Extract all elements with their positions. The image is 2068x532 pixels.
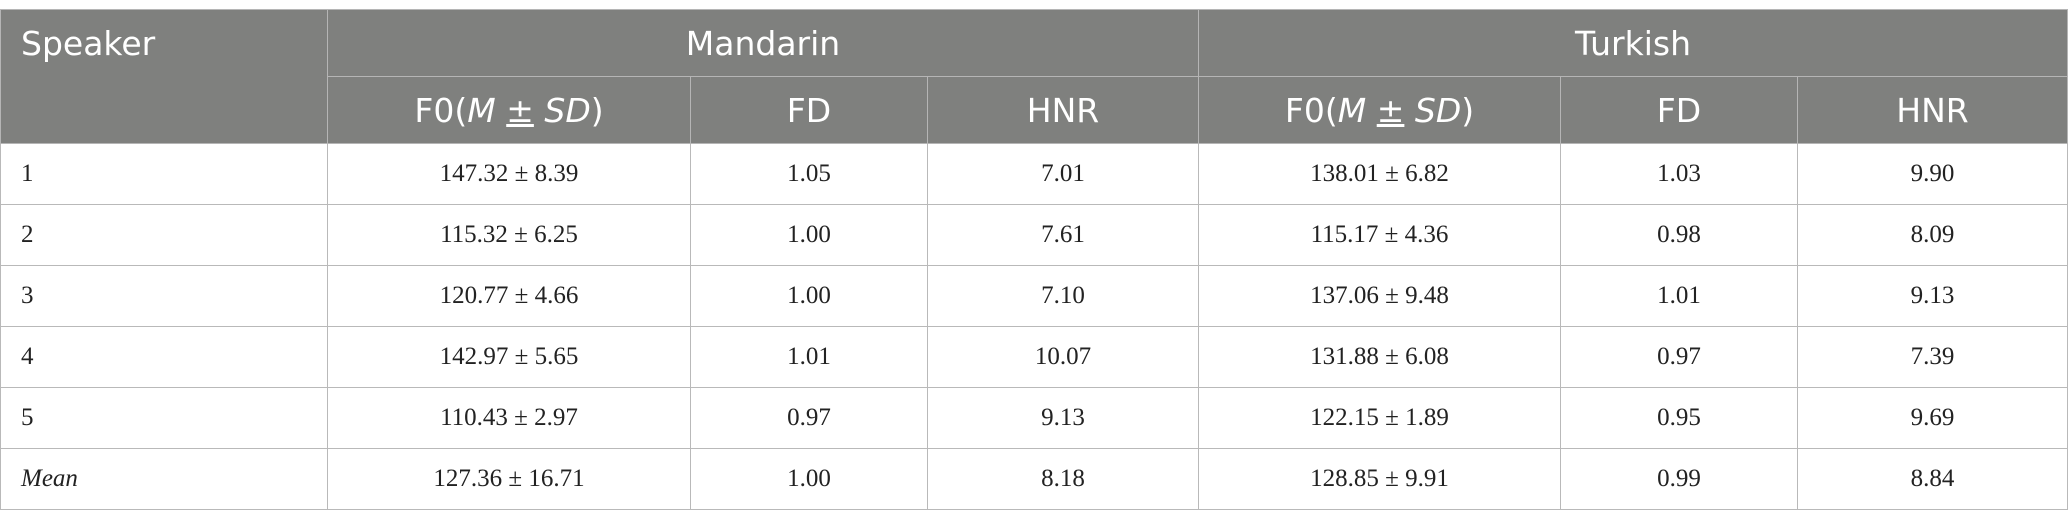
header-cell: Speaker bbox=[0, 9, 328, 144]
table-cell: 0.99 bbox=[1560, 448, 1798, 510]
table-cell: 127.36 ± 16.71 bbox=[327, 448, 691, 510]
header-text: M bbox=[467, 90, 496, 130]
table-cell: 1.00 bbox=[690, 265, 928, 327]
table-cell: 8.84 bbox=[1796, 448, 2068, 510]
table-cell: 120.77 ± 4.66 bbox=[327, 265, 691, 327]
header-text: ) bbox=[590, 90, 604, 130]
table-cell: 9.13 bbox=[1796, 265, 2068, 327]
column-header: FD bbox=[1560, 76, 1798, 144]
header-text: F0( bbox=[414, 90, 468, 130]
column-header: HNR bbox=[1796, 76, 2068, 144]
header-text: ± bbox=[1376, 90, 1405, 130]
table-cell: 7.39 bbox=[1796, 326, 2068, 388]
column-header: F0(M ± SD) bbox=[1198, 76, 1561, 144]
table-cell: 9.69 bbox=[1796, 387, 2068, 449]
table-cell: 1.00 bbox=[690, 448, 928, 510]
table-cell: 0.98 bbox=[1560, 204, 1798, 266]
table-row: 1 147.32 ± 8.39 1.05 7.01 138.01 ± 6.82 1.03 9… bbox=[0, 143, 2068, 205]
data-table: Speaker Mandarin Turkish F0(M ± SD) FD HNR F… bbox=[0, 9, 2068, 510]
table-cell: 128.85 ± 9.91 bbox=[1198, 448, 1561, 510]
table-cell: 115.32 ± 6.25 bbox=[327, 204, 691, 266]
column-header: F0(M ± SD) bbox=[327, 76, 691, 144]
table-cell: 115.17 ± 4.36 bbox=[1198, 204, 1561, 266]
group-header: Turkish bbox=[1197, 9, 2068, 77]
table-cell: 7.61 bbox=[927, 204, 1199, 266]
table-cell: 142.97 ± 5.65 bbox=[327, 326, 691, 388]
header-row: F0(M ± SD) FD HNR F0(M ± SD) FD HNR bbox=[1, 76, 2068, 144]
table-cell: 138.01 ± 6.82 bbox=[1198, 143, 1561, 205]
table-cell: 7.10 bbox=[927, 265, 1199, 327]
table-body: 1 147.32 ± 8.39 1.05 7.01 138.01 ± 6.82 1.03 9… bbox=[0, 143, 2068, 510]
table-cell: 122.15 ± 1.89 bbox=[1198, 387, 1561, 449]
table-cell: 1.03 bbox=[1560, 143, 1798, 205]
table-cell: 0.97 bbox=[1560, 326, 1798, 388]
table-cell: 10.07 bbox=[927, 326, 1199, 388]
column-header: HNR bbox=[927, 76, 1199, 144]
table-cell: 0.97 bbox=[690, 387, 928, 449]
header-row: Speaker Mandarin Turkish bbox=[0, 9, 2068, 144]
table-cell: 1 bbox=[0, 143, 328, 205]
table-cell: 110.43 ± 2.97 bbox=[327, 387, 691, 449]
table-cell: 4 bbox=[0, 326, 328, 388]
header-text: SD bbox=[544, 90, 591, 130]
table-cell: Mean bbox=[0, 448, 328, 510]
header-text: M bbox=[1337, 90, 1367, 130]
header-text: ) bbox=[1461, 90, 1475, 130]
header-text: SD bbox=[1414, 90, 1462, 130]
table-row: 3 120.77 ± 4.66 1.00 7.10 137.06 ± 9.48 1.01 9… bbox=[0, 265, 2068, 327]
table-row: 2 115.32 ± 6.25 1.00 7.61 115.17 ± 4.36 0.98 8… bbox=[0, 204, 2068, 266]
table-cell: 147.32 ± 8.39 bbox=[327, 143, 691, 205]
table-cell: 1.05 bbox=[690, 143, 928, 205]
table-cell: 8.09 bbox=[1796, 204, 2068, 266]
table-row: Mean 127.36 ± 16.71 1.00 8.18 128.85 ± 9.91 0… bbox=[0, 448, 2068, 510]
header-text: ± bbox=[506, 90, 534, 130]
table-cell: 5 bbox=[0, 387, 328, 449]
column-header: FD bbox=[690, 76, 928, 144]
table-row: 4 142.97 ± 5.65 1.01 10.07 131.88 ± 6.08 0.97… bbox=[0, 326, 2068, 388]
table-cell: 1.01 bbox=[1560, 265, 1798, 327]
table-cell: 131.88 ± 6.08 bbox=[1198, 326, 1561, 388]
table-cell: 2 bbox=[0, 204, 328, 266]
table-cell: 1.00 bbox=[690, 204, 928, 266]
table-cell: 1.01 bbox=[690, 326, 928, 388]
table-cell: 8.18 bbox=[927, 448, 1199, 510]
table-cell: 0.95 bbox=[1560, 387, 1798, 449]
header-text: F0( bbox=[1284, 90, 1338, 130]
table-cell: 137.06 ± 9.48 bbox=[1198, 265, 1561, 327]
table-cell: 3 bbox=[0, 265, 328, 327]
group-header: Mandarin bbox=[327, 9, 1199, 77]
table-cell: 7.01 bbox=[927, 143, 1199, 205]
table-cell: 9.90 bbox=[1796, 143, 2068, 205]
table-cell: 9.13 bbox=[927, 387, 1199, 449]
table-row: 5 110.43 ± 2.97 0.97 9.13 122.15 ± 1.89 0.95 9… bbox=[0, 387, 2068, 449]
